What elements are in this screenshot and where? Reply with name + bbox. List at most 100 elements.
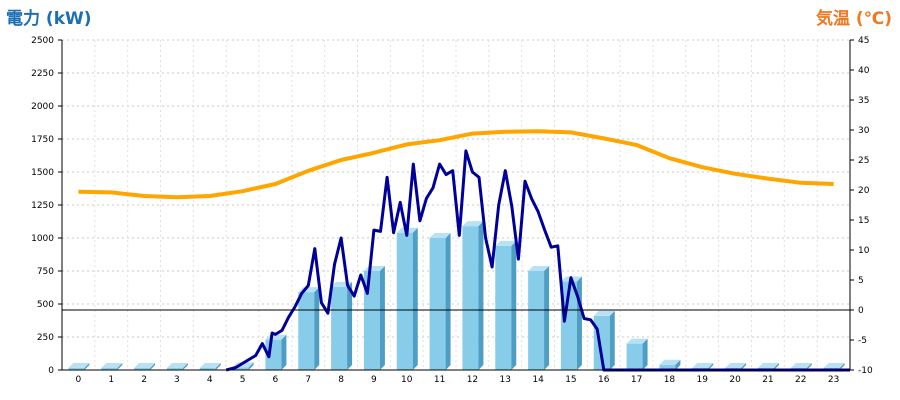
bar-front — [363, 271, 380, 370]
bar-top — [495, 240, 517, 246]
bar-top — [101, 363, 123, 368]
bar-side — [741, 363, 747, 370]
bar-side — [84, 363, 90, 370]
bar-side — [708, 363, 714, 370]
bar-front — [101, 368, 118, 370]
power-bar — [429, 233, 451, 370]
bar-top — [823, 363, 845, 368]
bar-top — [134, 363, 156, 368]
power-bar — [528, 266, 550, 370]
bar-top — [166, 363, 188, 368]
power-bar — [462, 221, 484, 370]
x-tick-label: 20 — [729, 375, 741, 385]
power-bar — [626, 338, 648, 370]
power-bar — [134, 363, 156, 370]
left-tick-label: 750 — [37, 267, 54, 277]
right-tick-label: 15 — [858, 216, 869, 226]
grid-lines — [62, 39, 850, 370]
bar-side — [347, 281, 353, 370]
x-tick-label: 12 — [467, 375, 478, 385]
bar-side — [839, 363, 845, 370]
bar-top — [790, 363, 812, 368]
bar-front — [331, 286, 348, 370]
power-bar — [68, 363, 90, 370]
bar-side — [215, 363, 221, 370]
x-tick-label: 18 — [664, 375, 676, 385]
x-tick-label: 16 — [598, 375, 610, 385]
left-tick-label: 1500 — [31, 168, 54, 178]
x-tick-label: 10 — [401, 375, 413, 385]
x-tick-label: 4 — [207, 375, 213, 385]
bar-front — [560, 281, 577, 370]
right-tick-label: 20 — [858, 186, 870, 196]
bar-front — [495, 245, 512, 370]
bar-top — [757, 363, 779, 368]
bar-side — [642, 338, 648, 370]
bar-front — [199, 368, 216, 370]
right-tick-label: 25 — [858, 156, 869, 166]
bar-side — [182, 363, 188, 370]
x-tick-label: 23 — [828, 375, 839, 385]
bar-front — [462, 226, 479, 370]
left-tick-label: 0 — [48, 366, 54, 376]
bar-side — [544, 266, 550, 370]
bar-side — [511, 240, 517, 370]
power-bar — [166, 363, 188, 370]
right-tick-label: -5 — [858, 336, 867, 346]
bar-side — [150, 363, 156, 370]
power-bar — [331, 281, 353, 370]
bar-top — [528, 266, 550, 271]
bar-side — [773, 363, 779, 370]
bar-side — [576, 276, 582, 370]
bar-top — [199, 363, 221, 368]
bar-front — [232, 367, 249, 370]
right-tick-label: 0 — [858, 306, 864, 316]
x-tick-label: 11 — [434, 375, 445, 385]
left-tick-label: 500 — [37, 300, 54, 310]
x-tick-label: 2 — [141, 375, 147, 385]
bar-side — [806, 363, 812, 370]
bar-front — [626, 343, 643, 370]
left-tick-label: 250 — [37, 333, 54, 343]
power-bar — [298, 287, 320, 370]
x-tick-label: 5 — [240, 375, 246, 385]
power-bar — [363, 266, 385, 370]
x-tick-label: 1 — [108, 375, 114, 385]
left-tick-label: 1750 — [31, 135, 54, 145]
bar-front — [68, 368, 85, 370]
x-tick-label: 6 — [273, 375, 279, 385]
power-bar — [396, 227, 418, 370]
power-bar — [659, 359, 681, 370]
power-bar — [560, 276, 582, 370]
bar-front — [528, 271, 545, 370]
power-bar — [101, 363, 123, 370]
bar-top — [659, 359, 681, 365]
bar-front — [166, 368, 183, 370]
left-tick-label: 1250 — [31, 201, 54, 211]
right-tick-label: 5 — [858, 276, 864, 286]
bar-side — [248, 362, 254, 370]
x-tick-label: 21 — [762, 375, 773, 385]
bar-front — [396, 232, 413, 370]
right-tick-label: -10 — [858, 366, 873, 376]
x-tick-label: 9 — [371, 375, 377, 385]
x-tick-label: 7 — [305, 375, 311, 385]
bar-side — [675, 359, 681, 370]
right-tick-label: 45 — [858, 36, 869, 46]
bar-top — [593, 310, 615, 316]
x-tick-label: 19 — [697, 375, 709, 385]
bar-front — [134, 368, 151, 370]
bar-side — [478, 221, 484, 370]
left-tick-label: 2500 — [31, 36, 54, 46]
bar-top — [429, 233, 451, 238]
bar-front — [429, 238, 446, 370]
x-tick-label: 8 — [338, 375, 344, 385]
power-bar — [593, 310, 615, 370]
power-bar — [199, 363, 221, 370]
bar-front — [659, 364, 676, 370]
axes: 02505007501000125015001750200022502500-1… — [31, 36, 873, 385]
bar-side — [609, 310, 615, 370]
temperature-line — [78, 129, 834, 200]
bar-side — [314, 287, 320, 370]
